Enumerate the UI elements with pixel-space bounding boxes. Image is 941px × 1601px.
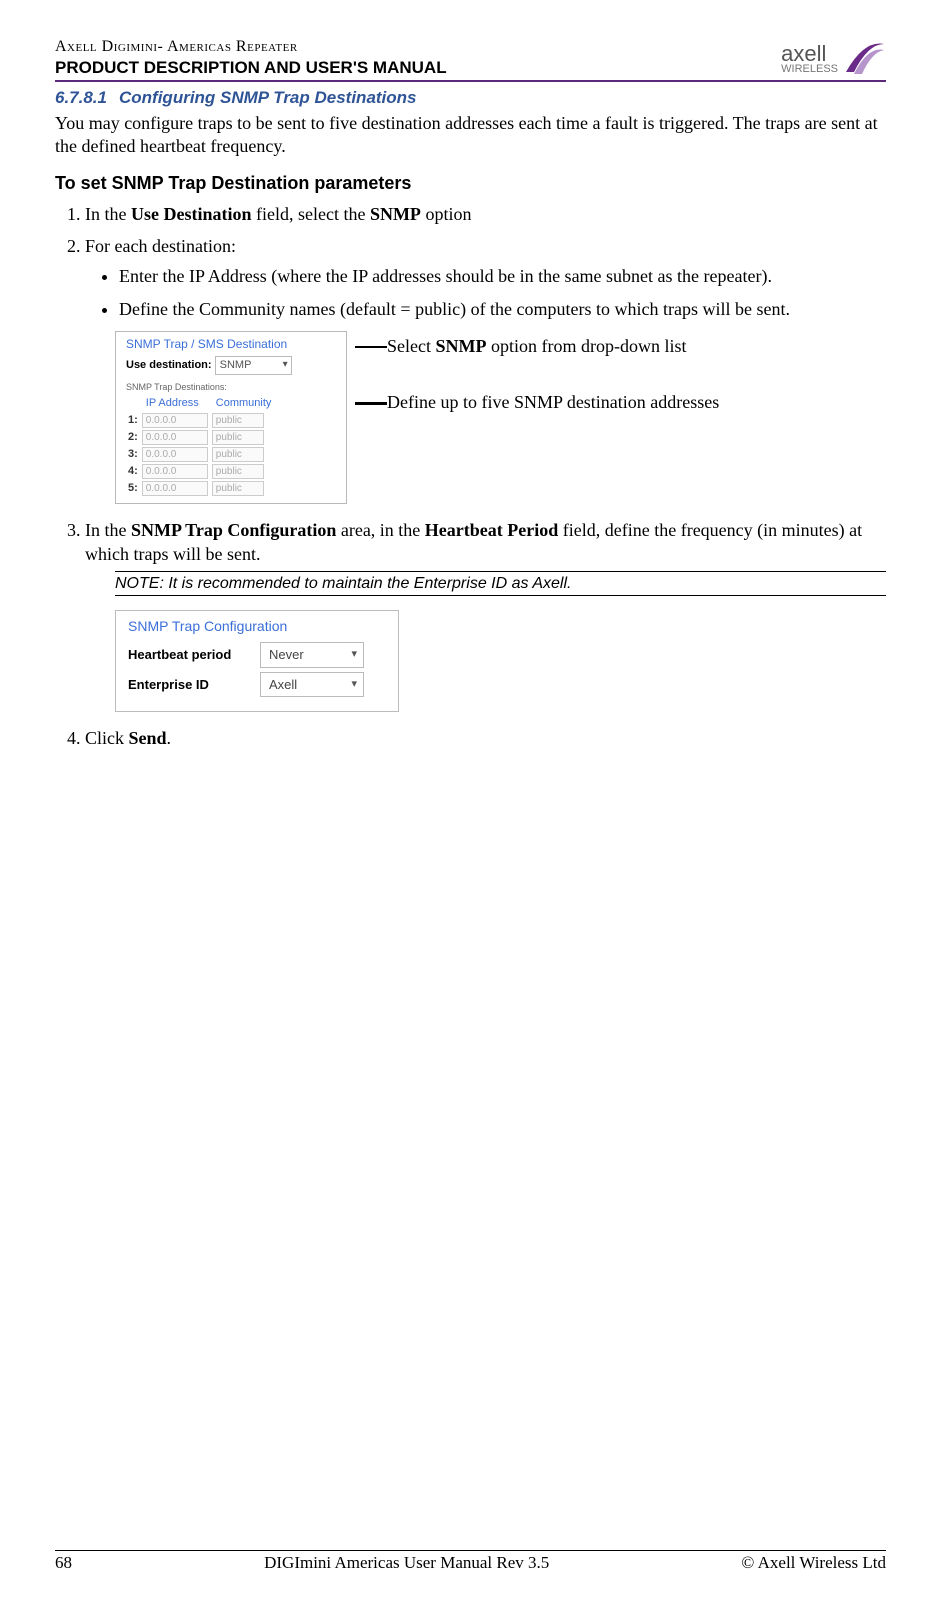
- send-term: Send: [129, 728, 167, 748]
- section-number: 6.7.8.1: [55, 88, 107, 107]
- section-title: Configuring SNMP Trap Destinations: [119, 88, 417, 107]
- enterprise-id-label: Enterprise ID: [128, 676, 246, 694]
- step-1: In the Use Destination field, select the…: [85, 202, 886, 226]
- bullet-community: Define the Community names (default = pu…: [119, 297, 886, 321]
- enterprise-id-select[interactable]: Axell: [260, 672, 364, 698]
- use-destination-term: Use Destination: [131, 204, 252, 224]
- callout-line-icon: [355, 402, 387, 405]
- col-community: Community: [210, 395, 278, 412]
- table-row: 2:: [126, 429, 277, 446]
- logo-subtext: WIRELESS: [781, 63, 838, 75]
- note-box: NOTE: It is recommended to maintain the …: [115, 571, 886, 597]
- shot1-subtitle: SNMP Trap Destinations:: [126, 381, 336, 393]
- community-input-5[interactable]: [212, 481, 264, 496]
- heartbeat-period-term: Heartbeat Period: [425, 520, 558, 540]
- page-header: Axell Digimini- Americas Repeater PRODUC…: [55, 38, 886, 82]
- header-manual-title: PRODUCT DESCRIPTION AND USER'S MANUAL: [55, 58, 447, 78]
- screenshot-1-block: SNMP Trap / SMS Destination Use destinat…: [115, 331, 886, 504]
- step-2: For each destination: Enter the IP Addre…: [85, 234, 886, 504]
- ip-input-2[interactable]: [142, 430, 208, 445]
- callout-1: Select SNMP option from drop-down list: [355, 335, 719, 358]
- snmp-trap-config-screenshot: SNMP Trap Configuration Heartbeat period…: [115, 610, 399, 712]
- ip-input-5[interactable]: [142, 481, 208, 496]
- intro-paragraph: You may configure traps to be sent to fi…: [55, 112, 886, 159]
- step-2-bullets: Enter the IP Address (where the IP addre…: [85, 264, 886, 321]
- callout-2: Define up to five SNMP destination addre…: [355, 391, 719, 414]
- step-4: Click Send.: [85, 726, 886, 750]
- col-ip: IP Address: [140, 395, 210, 412]
- community-input-1[interactable]: [212, 413, 264, 428]
- heartbeat-select[interactable]: Never: [260, 642, 364, 668]
- bullet-ip: Enter the IP Address (where the IP addre…: [119, 264, 886, 288]
- ip-input-3[interactable]: [142, 447, 208, 462]
- steps-list: In the Use Destination field, select the…: [55, 202, 886, 751]
- callout-line-icon: [355, 346, 387, 348]
- shot1-title: SNMP Trap / SMS Destination: [126, 336, 336, 352]
- table-row: 1:: [126, 412, 277, 429]
- callouts: Select SNMP option from drop-down list D…: [355, 331, 719, 414]
- destinations-table: IP Address Community 1: 2: 3: 4: 5:: [126, 395, 277, 497]
- table-row: 5:: [126, 480, 277, 497]
- footer-center: DIGImini Americas User Manual Rev 3.5: [264, 1553, 549, 1573]
- footer-copyright: © Axell Wireless Ltd: [741, 1553, 886, 1573]
- community-input-2[interactable]: [212, 430, 264, 445]
- use-destination-select[interactable]: SNMP: [215, 356, 292, 375]
- step-3: In the SNMP Trap Configuration area, in …: [85, 518, 886, 712]
- snmp-destinations-screenshot: SNMP Trap / SMS Destination Use destinat…: [115, 331, 347, 504]
- procedure-heading: To set SNMP Trap Destination parameters: [55, 173, 886, 194]
- axell-logo: axell WIRELESS: [781, 38, 886, 78]
- table-row: 4:: [126, 463, 277, 480]
- header-left: Axell Digimini- Americas Repeater PRODUC…: [55, 38, 447, 78]
- page-number: 68: [55, 1553, 72, 1573]
- use-destination-label: Use destination:: [126, 359, 212, 371]
- heartbeat-label: Heartbeat period: [128, 646, 246, 664]
- shot2-legend: SNMP Trap Configuration: [128, 617, 388, 636]
- snmp-trap-config-term: SNMP Trap Configuration: [131, 520, 336, 540]
- page-footer: 68 DIGImini Americas User Manual Rev 3.5…: [55, 1550, 886, 1573]
- table-row: 3:: [126, 446, 277, 463]
- header-product-line: Axell Digimini- Americas Repeater: [55, 38, 447, 56]
- community-input-3[interactable]: [212, 447, 264, 462]
- snmp-term: SNMP: [370, 204, 421, 224]
- ip-input-1[interactable]: [142, 413, 208, 428]
- ip-input-4[interactable]: [142, 464, 208, 479]
- logo-swoosh-icon: [844, 38, 886, 78]
- section-heading: 6.7.8.1 Configuring SNMP Trap Destination…: [55, 88, 886, 108]
- community-input-4[interactable]: [212, 464, 264, 479]
